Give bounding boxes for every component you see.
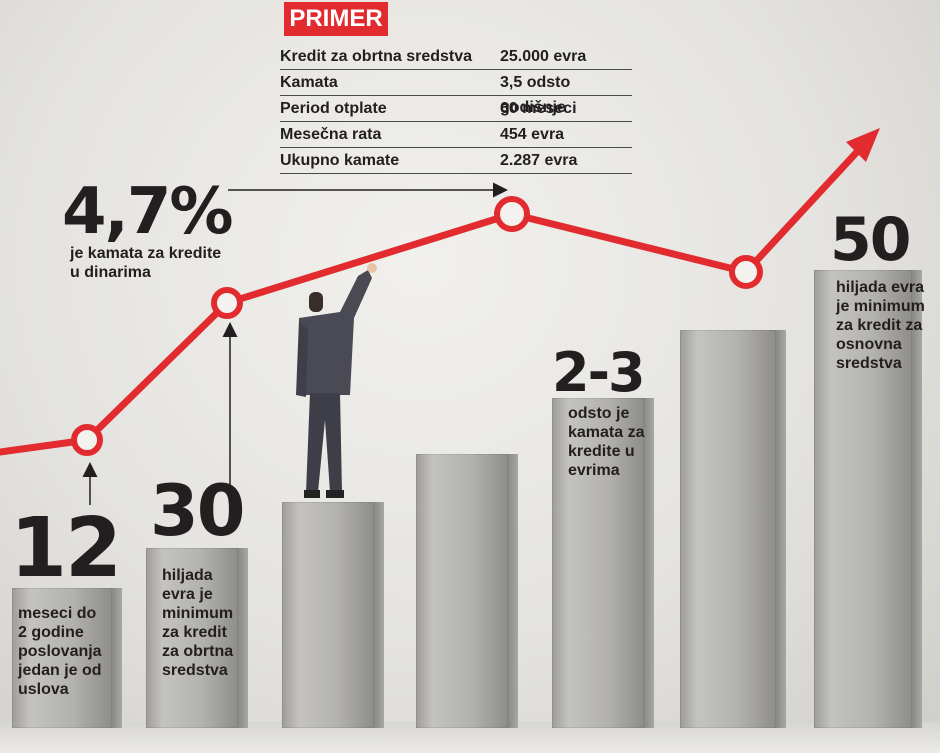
businessman [296, 263, 377, 498]
example-label: Mesečna rata [280, 126, 382, 143]
example-row: Ukupno kamate 2.287 evra [280, 148, 632, 174]
trend-arrowhead [846, 128, 880, 162]
primer-badge: PRIMER [284, 2, 388, 36]
example-row: Kamata 3,5 odsto godišnje [280, 70, 632, 116]
example-row: Period otplate 60 meseci [280, 96, 632, 122]
example-label: Kredit za obrtna sredstva [280, 48, 473, 65]
pillar-5 [552, 398, 654, 728]
stat-dinar-rate-caption: je kamata za kredite u dinarima [70, 245, 222, 281]
pillar-4 [416, 454, 518, 728]
marker-2 [211, 287, 243, 319]
stat-euro-rate-value: 2-3 [552, 341, 646, 404]
stat-months-value: 12 [10, 501, 122, 596]
example-label: Ukupno kamate [280, 152, 400, 169]
stat-months-caption: meseci do 2 godine poslovanja jedan je o… [18, 605, 102, 698]
marker-4 [729, 255, 763, 289]
pillar-3 [282, 502, 384, 728]
example-value: 25.000 evra [500, 48, 587, 65]
example-value: 60 meseci [500, 100, 577, 117]
example-table: Kredit za obrtna sredstva 25.000 evra Ka… [280, 44, 632, 174]
example-label: Kamata [280, 74, 338, 91]
example-label: Period otplate [280, 100, 387, 117]
example-value: 454 evra [500, 126, 565, 143]
stat-fixed-assets-caption: hiljada evra je minimum za kredit za osn… [836, 279, 925, 372]
stat-dinar-rate-value: 4,7% [62, 175, 233, 249]
stat-working-capital-caption: hiljada evra je minimum za kredit za obr… [162, 567, 234, 679]
pillar-6 [680, 330, 786, 728]
pillar-2 [146, 548, 248, 728]
pillar-1 [12, 588, 122, 728]
stat-euro-rate-caption: odsto je kamata za kredite u evrima [568, 405, 645, 479]
example-row: Kredit za obrtna sredstva 25.000 evra [280, 44, 632, 70]
marker-1 [71, 424, 103, 456]
example-value: 3,5 odsto godišnje [500, 74, 571, 116]
marker-3 [494, 196, 530, 232]
stat-working-capital-value: 30 [150, 470, 245, 552]
stat-fixed-assets-value: 50 [830, 205, 911, 275]
example-row: Mesečna rata 454 evra [280, 122, 632, 148]
example-value: 2.287 evra [500, 152, 578, 169]
pillar-7 [814, 270, 922, 728]
